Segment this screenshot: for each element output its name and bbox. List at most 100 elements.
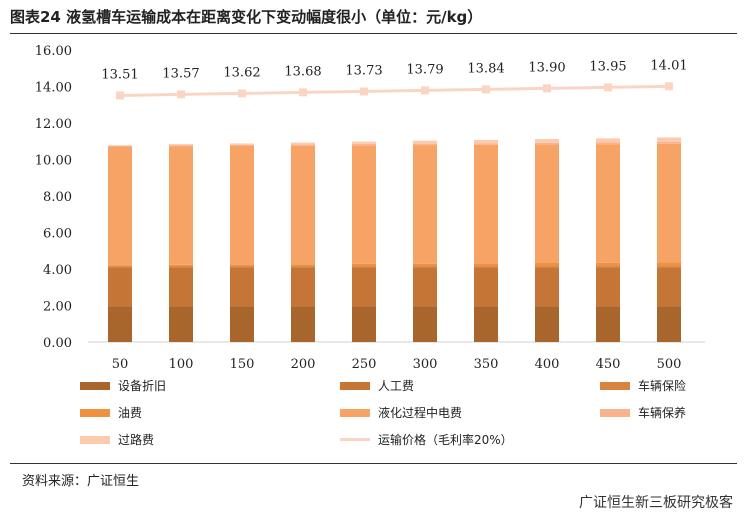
- price-marker: [360, 87, 368, 96]
- bar-segment: [352, 141, 376, 144]
- x-tick-label: 50: [112, 357, 129, 370]
- bar-segment: [291, 306, 315, 342]
- x-tick-label: 450: [596, 357, 621, 370]
- price-marker: [299, 88, 307, 97]
- price-data-label: 13.90: [528, 60, 565, 75]
- bar-segment: [535, 142, 559, 145]
- legend-item: 过路费: [80, 431, 154, 448]
- bar-segment: [352, 267, 376, 307]
- legend-label: 车辆保养: [638, 406, 687, 420]
- bar-segment: [413, 267, 437, 307]
- bar-segment: [352, 263, 376, 267]
- price-marker: [482, 85, 490, 94]
- legend-swatch: [80, 408, 110, 417]
- bar-segment: [657, 143, 681, 263]
- bar-segment: [108, 266, 132, 268]
- legend-item: 设备折旧: [80, 377, 166, 394]
- bar-segment: [352, 266, 376, 268]
- bar-segment: [474, 263, 498, 267]
- bar-segment: [657, 266, 681, 268]
- x-tick-label: 200: [291, 357, 316, 370]
- bar-segment: [230, 267, 254, 307]
- price-marker: [421, 86, 429, 95]
- chart: 0.00 2.00 4.00 6.00 8.00 10.00 12.00 14.00 16.00…: [35, 44, 705, 370]
- x-tick-label: 350: [474, 357, 499, 370]
- bar-segment: [413, 143, 437, 146]
- bar-segment: [413, 263, 437, 267]
- bar-segment: [291, 142, 315, 145]
- legend-label: 过路费: [118, 433, 155, 447]
- bar-segment: [474, 144, 498, 264]
- bar-segment: [657, 267, 681, 307]
- bar-segment: [230, 144, 254, 146]
- x-tick-label: 500: [657, 357, 682, 370]
- price-marker: [543, 84, 551, 93]
- legend-label: 人工费: [378, 379, 415, 393]
- x-tick-label: 100: [169, 357, 194, 370]
- legend-label: 液化过程中电费: [378, 406, 463, 420]
- bar-segment: [413, 140, 437, 144]
- price-data-label: 14.01: [650, 58, 687, 73]
- legend-swatch: [80, 435, 110, 444]
- bar-segment: [596, 144, 620, 263]
- bar-segment: [535, 144, 559, 263]
- bar-segment: [108, 145, 132, 147]
- bar-segment: [169, 146, 193, 265]
- bar-segment: [169, 306, 193, 342]
- bar-segment: [596, 306, 620, 342]
- bar-segment: [108, 267, 132, 307]
- bar-segment: [474, 266, 498, 268]
- legend-swatch: [600, 381, 630, 390]
- price-line: [119, 84, 670, 97]
- bar-segment: [291, 145, 315, 265]
- y-tick-label: 4.00: [43, 263, 72, 278]
- price-data-label: 13.95: [589, 59, 626, 74]
- legend-label: 设备折旧: [118, 379, 167, 393]
- bar-segment: [291, 266, 315, 268]
- bar-segment: [596, 262, 620, 267]
- price-marker: [177, 90, 185, 99]
- bar-segment: [413, 266, 437, 268]
- price-data-label: 13.73: [345, 63, 382, 78]
- legend-item: 运输价格（毛利率20%）: [340, 431, 513, 448]
- x-tick-label: 300: [413, 357, 438, 370]
- bar-segment: [230, 264, 254, 267]
- source-note: 资料来源：广证恒生: [22, 474, 140, 489]
- bar-segment: [413, 306, 437, 342]
- bar-segment: [596, 142, 620, 145]
- bar-segment: [657, 306, 681, 342]
- bar-segment: [352, 143, 376, 146]
- legend-swatch: [340, 381, 370, 390]
- price-data-label: 13.68: [284, 64, 321, 79]
- bar-segment: [291, 264, 315, 267]
- legend-label: 油费: [118, 406, 143, 420]
- bar-segment: [230, 145, 254, 265]
- bar-segment: [108, 306, 132, 342]
- title-rule: [10, 33, 737, 34]
- legend-item: 车辆保养: [600, 404, 686, 421]
- bar-segment: [169, 266, 193, 268]
- legend-swatch: [340, 438, 370, 441]
- price-data-label: 13.79: [406, 62, 443, 77]
- watermark: 广证恒生新三板研究极客: [579, 495, 733, 511]
- bar-segment: [657, 262, 681, 267]
- price-data-label: 13.84: [467, 61, 504, 76]
- bar-segment: [169, 267, 193, 307]
- bar-segment: [535, 267, 559, 307]
- y-tick-label: 14.00: [35, 81, 72, 96]
- x-tick-label: 250: [352, 357, 377, 370]
- price-marker: [665, 82, 673, 91]
- bar-segment: [535, 266, 559, 268]
- price-marker: [116, 91, 124, 100]
- y-tick-label: 10.00: [35, 154, 72, 169]
- price-data-label: 13.51: [101, 67, 138, 82]
- price-marker: [604, 83, 612, 92]
- bar-segment: [108, 265, 132, 267]
- legend-item: 油费: [80, 404, 142, 421]
- bar-segment: [474, 306, 498, 342]
- bar-segment: [535, 262, 559, 267]
- bar-segment: [108, 146, 132, 266]
- bar-segment: [657, 141, 681, 144]
- legend-swatch: [80, 381, 110, 390]
- x-tick-label: 400: [535, 357, 560, 370]
